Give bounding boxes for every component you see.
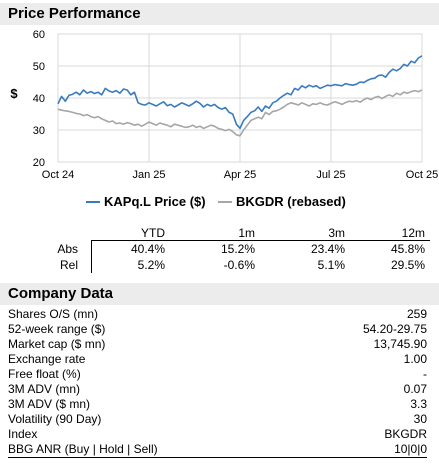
- x-tick-label: Jul 25: [316, 169, 345, 181]
- y-tick-label: 50: [33, 61, 45, 73]
- legend-label: BKGDR (rebased): [236, 194, 346, 209]
- perf-cell: -0.6%: [223, 258, 255, 272]
- y-tick-label: 20: [33, 157, 45, 169]
- company-data-label: 3M ADV (mn): [8, 382, 81, 396]
- company-data-row: Market cap ($ mn) 13,745.90: [8, 337, 427, 352]
- perf-cell: 40.4%: [130, 242, 165, 256]
- perf-cell: 29.5%: [390, 258, 425, 272]
- company-data-header: Company Data: [0, 283, 439, 305]
- perf-header-12m: 12m: [401, 226, 425, 240]
- company-data-value: 3.3: [410, 397, 427, 411]
- company-data-list: Shares O/S (mn) 259 52-week range ($) 54.2…: [8, 307, 427, 458]
- company-data-label: Market cap ($ mn): [8, 337, 106, 351]
- company-data-label: Volatility (90 Day): [8, 412, 102, 426]
- company-data-label: 52-week range ($): [8, 322, 106, 336]
- company-data-label: Exchange rate: [8, 352, 86, 366]
- company-data-label: 3M ADV ($ mn): [8, 397, 91, 411]
- company-data-value: 10|0|0: [394, 442, 427, 456]
- perf-row-rel: Rel 5.2% -0.6% 5.1% 29.5%: [0, 258, 439, 274]
- perf-row-label: Abs: [57, 242, 78, 256]
- perf-row-abs: Abs 40.4% 15.2% 23.4% 45.8%: [0, 242, 439, 258]
- company-data-row: 3M ADV (mn) 0.07: [8, 382, 427, 397]
- perf-cell: 23.4%: [310, 242, 345, 256]
- perf-cell: 15.2%: [220, 242, 255, 256]
- series-line: [57, 89, 423, 137]
- perf-cell: 45.8%: [390, 242, 425, 256]
- perf-cell: 5.1%: [317, 258, 345, 272]
- company-data-row: Index BKGDR: [8, 427, 427, 442]
- x-tick-label: Oct 24: [42, 169, 74, 181]
- price-chart: 20 30 40 50 60 Oct 24 Jan 25 Apr 25 Jul 25 Oct 2…: [10, 29, 438, 209]
- company-data-row: BBG ANR (Buy | Hold | Sell) 10|0|0: [8, 442, 427, 458]
- perf-header-3m: 3m: [328, 226, 345, 240]
- company-data-row: Exchange rate 1.00: [8, 352, 427, 367]
- company-data-value: -: [423, 367, 427, 381]
- company-data-value: 259: [406, 307, 427, 321]
- x-tick-label: Jan 25: [132, 169, 165, 181]
- company-data-value: 13,745.90: [373, 337, 427, 351]
- company-data-value: BKGDR: [384, 427, 427, 441]
- company-data-label: Free float (%): [8, 367, 81, 381]
- perf-header-rule: [91, 240, 430, 241]
- legend-label: KAPq.L Price ($): [104, 194, 206, 209]
- price-performance-header: Price Performance: [0, 3, 439, 25]
- company-data-row: 3M ADV ($ mn) 3.3: [8, 397, 427, 412]
- company-data-value: 30: [413, 412, 427, 426]
- company-data-row: 52-week range ($) 54.20-29.75: [8, 322, 427, 337]
- perf-header-ytd: YTD: [141, 226, 165, 240]
- y-axis-label: $: [10, 86, 18, 101]
- x-tick-label: Oct 25: [406, 169, 438, 181]
- company-data-value: 1.00: [403, 352, 427, 366]
- company-data-value: 54.20-29.75: [362, 322, 427, 336]
- perf-row-label: Rel: [59, 258, 78, 272]
- series-line: [57, 55, 423, 130]
- company-data-row: Free float (%) -: [8, 367, 427, 382]
- company-data-label: Shares O/S (mn): [8, 307, 99, 321]
- y-tick-label: 60: [33, 29, 45, 41]
- perf-cell: 5.2%: [137, 258, 165, 272]
- x-tick-label: Apr 25: [224, 169, 256, 181]
- company-data-value: 0.07: [403, 382, 427, 396]
- perf-label-rule: [91, 241, 92, 273]
- company-data-row: Volatility (90 Day) 30: [8, 412, 427, 427]
- perf-header-row: YTD 1m 3m 12m: [0, 226, 439, 242]
- y-tick-label: 40: [33, 93, 45, 105]
- company-data-label: Index: [8, 427, 38, 441]
- company-data-row: Shares O/S (mn) 259: [8, 307, 427, 322]
- perf-header-1m: 1m: [238, 226, 255, 240]
- company-data-label: BBG ANR (Buy | Hold | Sell): [8, 442, 158, 456]
- y-tick-label: 30: [33, 125, 45, 137]
